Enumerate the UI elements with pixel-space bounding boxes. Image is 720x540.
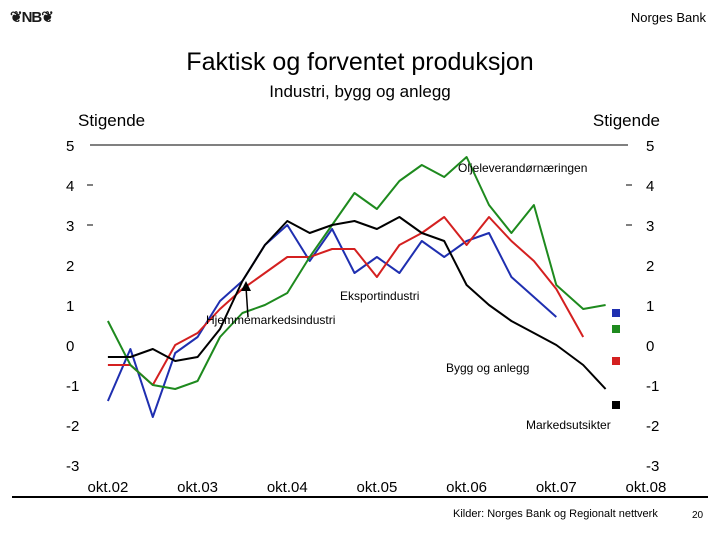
y-tick-label-left: -3 (66, 458, 79, 475)
label-hjemmemarkedsindustri: Hjemmemarkedsindustri (206, 313, 335, 327)
forecast-marker-bygg-og-anlegg (612, 401, 620, 409)
forecast-marker-hjemmemarkedsindustri (612, 357, 620, 365)
label-eksportindustri: Eksportindustri (340, 289, 419, 303)
x-tick-label: okt.06 (446, 479, 487, 496)
y-tick-label-left: 0 (66, 338, 74, 355)
y-tick-label-right: 2 (646, 258, 654, 275)
hjemmemarked-arrowhead (241, 281, 251, 291)
x-tick-label: okt.07 (536, 479, 577, 496)
y-tick-label-right: -2 (646, 418, 659, 435)
x-tick-label: okt.08 (625, 479, 666, 496)
label-oljeleverandor: Oljeleverandørnæringen (458, 161, 587, 175)
y-tick-label-right: 0 (646, 338, 654, 355)
y-tick-label-right: -1 (646, 378, 659, 395)
label-bygg-og-anlegg: Bygg og anlegg (446, 361, 529, 375)
forecast-marker-eksportindustri (612, 309, 620, 317)
series-line-eksportindustri (106, 224, 557, 418)
norges-bank-logo: ❦NB❦ (10, 9, 54, 26)
brand-name: Norges Bank (630, 10, 706, 25)
series-line-hjemmemarkedsindustri (107, 216, 585, 386)
forecast-marker-oljeleverand-rn-ringen (612, 325, 620, 333)
chart-title: Faktisk og forventet produksjon (186, 48, 534, 76)
y-tick-label-right: -3 (646, 458, 659, 475)
y-axis-label-right: Stigende (592, 111, 660, 130)
chart-subtitle: Industri, bygg og anlegg (269, 82, 451, 101)
y-tick-label-left: 3 (66, 218, 74, 235)
y-tick-label-left: 1 (66, 298, 74, 315)
y-tick-label-left: -1 (66, 378, 79, 395)
y-tick-label-left: 4 (66, 178, 74, 195)
y-axis-label-left: Stigende (78, 111, 146, 130)
x-tick-label: okt.05 (356, 479, 397, 496)
y-tick-label-right: 3 (646, 218, 654, 235)
bottom-rule (12, 496, 708, 498)
y-tick-label-right: 1 (646, 298, 654, 315)
y-tick-label-left: 2 (66, 258, 74, 275)
hjemmemarked-arrow-line (245, 286, 249, 318)
x-tick-label: okt.03 (177, 479, 218, 496)
source-note: Kilder: Norges Bank og Regionalt nettver… (453, 508, 658, 520)
y-tick-label-right: 5 (646, 138, 654, 155)
series-line-oljeleverand-rn-ringen (107, 156, 606, 390)
series-line-bygg-og-anlegg (107, 216, 607, 390)
label-markedsutsikter: Markedsutsikter (526, 418, 611, 432)
page-number: 20 (692, 510, 704, 521)
y-tick-label-right: 4 (646, 178, 654, 195)
x-tick-label: okt.02 (87, 479, 128, 496)
x-tick-label: okt.04 (267, 479, 308, 496)
y-tick-label-left: -2 (66, 418, 79, 435)
y-tick-label-left: 5 (66, 138, 74, 155)
